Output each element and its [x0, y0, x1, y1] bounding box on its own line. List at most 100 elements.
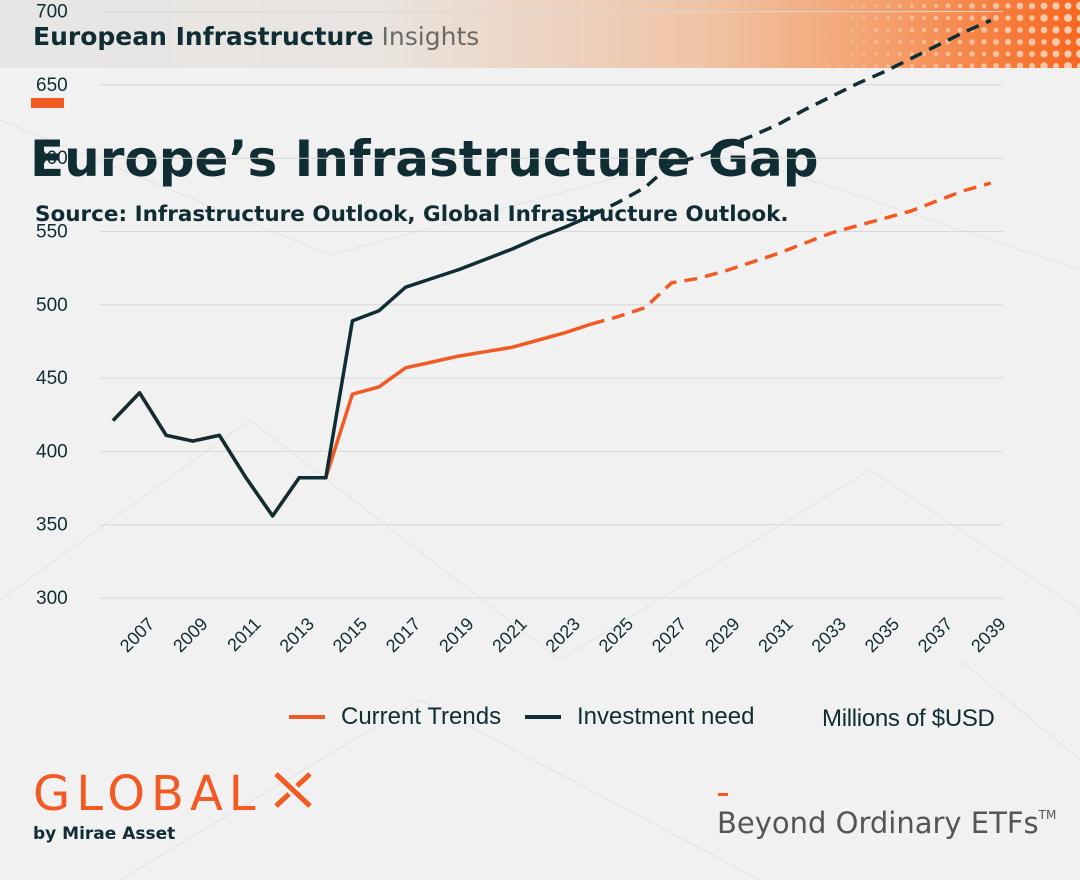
data-point-investment-need — [111, 419, 115, 423]
x-tick-label: 2013 — [276, 614, 318, 656]
tagline-dash — [718, 793, 728, 796]
x-tick-label: 2019 — [435, 614, 477, 656]
x-tick-label: 2011 — [223, 614, 265, 656]
y-tick-label: 550 — [36, 222, 68, 243]
data-point-investment-need — [430, 276, 434, 280]
data-point-current-trends — [909, 209, 913, 213]
halftone-pattern — [827, 1, 1080, 68]
data-point-investment-need — [563, 225, 567, 229]
global-x-logo: GLOBAL by Mirae Asset — [33, 768, 314, 844]
logo-x-mark — [272, 768, 314, 820]
y-tick-label: 650 — [36, 75, 68, 96]
data-point-investment-need — [670, 162, 674, 166]
data-point-current-trends — [670, 281, 674, 285]
data-point-current-trends — [616, 315, 620, 319]
x-tick-label: 2007 — [116, 614, 158, 656]
tagline-trademark: TM — [1038, 808, 1057, 822]
data-point-investment-need — [882, 70, 886, 74]
data-point-investment-need — [164, 433, 168, 437]
data-point-current-trends — [882, 216, 886, 220]
series-title-light: Insights — [381, 22, 480, 51]
data-point-investment-need — [510, 247, 514, 251]
data-point-current-trends — [696, 276, 700, 280]
logo-word: GLOBAL — [33, 766, 262, 822]
line-chart: 3003504004505005506006507007502007200920… — [36, 2, 1010, 657]
x-tick-label: 2017 — [382, 614, 424, 656]
x-tick-label: 2039 — [967, 614, 1009, 656]
y-tick-label: 500 — [36, 295, 68, 316]
data-point-investment-need — [350, 319, 354, 323]
data-point-investment-need — [404, 285, 408, 289]
data-point-investment-need — [537, 235, 541, 239]
series-line-current-trends-projection — [591, 181, 992, 326]
data-point-investment-need — [138, 391, 142, 395]
y-tick-label: 300 — [36, 588, 68, 609]
data-point-current-trends — [856, 224, 860, 228]
data-point-current-trends — [936, 199, 940, 203]
data-point-current-trends — [749, 260, 753, 264]
y-tick-label: 400 — [36, 441, 68, 462]
data-point-investment-need — [616, 200, 620, 204]
data-point-investment-need — [989, 18, 993, 22]
y-tick-label: 600 — [36, 148, 68, 169]
data-point-investment-need — [856, 81, 860, 85]
data-point-investment-need — [749, 134, 753, 138]
data-point-investment-need — [643, 186, 647, 190]
data-point-current-trends — [590, 322, 594, 326]
legend-item-investment-need: Investment need — [525, 702, 754, 732]
data-point-current-trends — [404, 366, 408, 370]
series-line-investment-need-historical — [111, 213, 593, 518]
data-point-current-trends — [563, 331, 567, 335]
series-title: European Infrastructure Insights — [33, 22, 479, 52]
x-tick-label: 2035 — [861, 614, 903, 656]
x-tick-label: 2033 — [808, 614, 850, 656]
data-point-investment-need — [723, 145, 727, 149]
x-tick-label: 2037 — [914, 614, 956, 656]
y-tick-label: 450 — [36, 368, 68, 389]
logo-wordmark: GLOBAL — [33, 768, 314, 820]
data-point-current-trends — [776, 252, 780, 256]
data-point-investment-need — [244, 476, 248, 480]
data-point-investment-need — [191, 439, 195, 443]
x-tick-label: 2023 — [542, 614, 584, 656]
data-point-current-trends — [483, 350, 487, 354]
series-line-current-trends-historical — [111, 322, 593, 518]
legend-label-investment-need: Investment need — [577, 703, 755, 730]
legend-item-current-trends: Current Trends — [289, 702, 501, 732]
legend-swatch-investment-need — [525, 715, 561, 719]
series-line-investment-need-projection — [591, 18, 992, 217]
legend-label-current-trends: Current Trends — [341, 703, 502, 730]
legend-swatch-current-trends — [289, 715, 325, 719]
x-tick-label: 2025 — [595, 614, 637, 656]
y-tick-label: 700 — [36, 2, 68, 23]
data-point-investment-need — [936, 43, 940, 47]
data-point-current-trends — [829, 231, 833, 235]
x-tick-label: 2021 — [488, 614, 530, 656]
source-note: Source: Infrastructure Outlook, Global I… — [35, 202, 789, 227]
data-point-investment-need — [297, 476, 301, 480]
data-point-current-trends — [962, 189, 966, 193]
units-label: Millions of $USD — [822, 705, 995, 732]
data-point-current-trends — [643, 306, 647, 310]
data-point-current-trends — [803, 241, 807, 245]
data-point-current-trends — [989, 181, 993, 185]
data-point-current-trends — [350, 392, 354, 396]
x-tick-label: 2009 — [169, 614, 211, 656]
data-point-investment-need — [483, 257, 487, 261]
data-point-investment-need — [962, 30, 966, 34]
data-point-current-trends — [537, 338, 541, 342]
x-tick-label: 2031 — [754, 614, 796, 656]
data-point-investment-need — [324, 476, 328, 480]
data-point-current-trends — [457, 354, 461, 358]
tagline-text: Beyond Ordinary ETFs — [717, 806, 1039, 840]
data-point-investment-need — [829, 95, 833, 99]
data-point-current-trends — [510, 345, 514, 349]
logo-byline: by Mirae Asset — [33, 824, 176, 844]
data-point-investment-need — [377, 309, 381, 313]
data-point-current-trends — [430, 360, 434, 364]
data-point-investment-need — [590, 213, 594, 217]
x-tick-label: 2027 — [648, 614, 690, 656]
tagline: Beyond Ordinary ETFsTM — [717, 806, 1056, 840]
data-point-investment-need — [217, 433, 221, 437]
